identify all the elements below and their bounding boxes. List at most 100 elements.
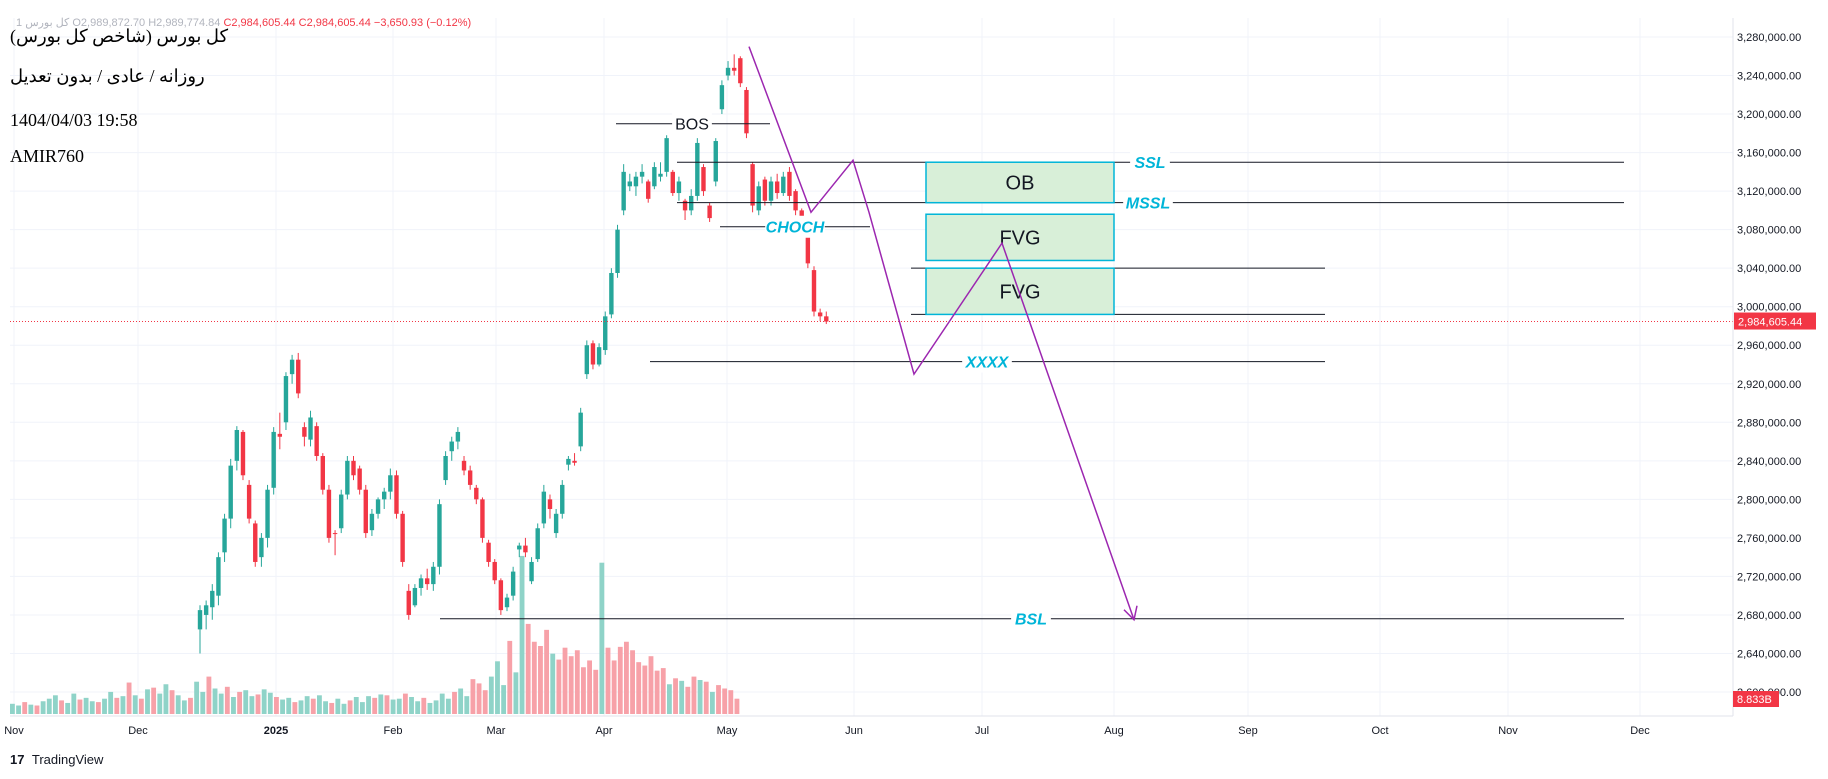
symbol-code: 1 كل بورس — [16, 17, 70, 29]
candle-body — [719, 85, 725, 110]
candle-body — [768, 181, 774, 201]
volume-bar — [353, 697, 359, 714]
volume-bar — [83, 697, 89, 714]
volume-bar — [372, 697, 378, 714]
choch-label-bg — [765, 215, 825, 238]
time-tick: Dec — [128, 725, 148, 737]
candle-body — [676, 181, 682, 194]
candle-body — [652, 167, 657, 187]
volume-bar — [445, 698, 451, 714]
volume-bar — [52, 695, 58, 714]
volume-bar — [458, 688, 464, 714]
volume-bar — [120, 696, 126, 714]
candles — [197, 54, 829, 654]
volume-bar — [89, 701, 95, 714]
candle-body — [793, 191, 798, 211]
candle-body — [670, 171, 675, 194]
time-tick: Nov — [1498, 725, 1518, 737]
volume-bar — [519, 555, 525, 714]
candle-body — [725, 67, 731, 76]
volume-bar — [138, 698, 144, 714]
candle-body — [357, 468, 362, 490]
price-tick: 2,640,000.00 — [1737, 648, 1801, 660]
volume-bar — [274, 697, 279, 714]
volume-bar — [347, 700, 353, 714]
volume-bars — [10, 555, 740, 714]
volume-bar — [310, 698, 316, 714]
volume-bar — [292, 702, 298, 714]
volume-bar — [40, 701, 46, 714]
candle-body — [682, 200, 688, 211]
volume-bar — [384, 695, 390, 714]
volume-bar — [427, 702, 433, 714]
time-tick: Jul — [975, 725, 989, 737]
candle-body — [547, 499, 553, 509]
candle-body — [474, 487, 479, 500]
candle-body — [517, 545, 522, 550]
candle-body — [578, 412, 583, 447]
volume-bar — [188, 697, 193, 714]
volume-tag — [1733, 691, 1779, 707]
time-tick: Nov — [4, 725, 24, 737]
candle-body — [265, 489, 270, 538]
volume-bar — [169, 690, 175, 714]
volume-bar — [396, 698, 402, 714]
candle-body — [731, 67, 737, 71]
time-tick: Oct — [1371, 725, 1388, 737]
candle-body — [431, 566, 436, 585]
candle-body — [824, 316, 829, 322]
volume-bar — [323, 701, 328, 714]
candle-body — [658, 173, 663, 177]
volume-bar — [59, 700, 64, 714]
candle-body — [738, 58, 743, 84]
zone-box — [925, 267, 1115, 316]
candle-body — [467, 470, 473, 485]
volume-bar — [697, 680, 703, 714]
price-tick: 2,760,000.00 — [1737, 533, 1801, 545]
candle-body — [756, 186, 761, 211]
volume-bar — [507, 640, 513, 714]
candle-body — [817, 312, 823, 317]
volume-bar — [218, 693, 224, 714]
candle-body — [253, 523, 258, 562]
subtitle: روزانه / عادى / بدون تعديل — [10, 66, 205, 86]
volume-bar — [335, 698, 341, 714]
volume-bar — [433, 700, 439, 714]
volume-bar — [16, 705, 21, 714]
bsl-label-bg — [1011, 607, 1051, 630]
volume-bar — [630, 650, 635, 714]
volume-bar — [452, 691, 457, 714]
zone-box — [925, 213, 1115, 262]
time-tick: Apr — [595, 725, 612, 737]
volume-bar — [206, 676, 212, 714]
volume-bar — [648, 656, 654, 714]
volume-bar — [556, 659, 562, 714]
candle-body — [572, 460, 577, 463]
candle-body — [296, 359, 301, 394]
candle-body — [596, 347, 602, 365]
candle-body — [609, 272, 614, 315]
candle-body — [486, 542, 491, 562]
candle-body — [633, 176, 639, 187]
candle-body — [388, 475, 393, 492]
candle-body — [646, 181, 651, 199]
volume-bar — [562, 647, 568, 714]
volume-bar — [390, 699, 396, 714]
candle-body — [695, 142, 700, 196]
volume-bar — [341, 703, 347, 714]
candle-body — [603, 316, 608, 351]
xxxx-label: XXXX — [965, 354, 1010, 371]
candle-body — [375, 499, 381, 514]
candle-body — [455, 431, 461, 442]
price-tick: 2,800,000.00 — [1737, 494, 1801, 506]
volume-bar — [531, 641, 537, 714]
volume-bar — [255, 694, 261, 714]
candle-body — [510, 571, 516, 596]
tradingview-brand[interactable]: 17 TradingView — [10, 752, 103, 767]
candle-body — [449, 441, 454, 452]
projection-path — [748, 46, 1135, 621]
ohlc-bar: 1 كل بورس O2,989,872.70 H2,989,774.84 C2… — [16, 16, 471, 29]
volume-bar — [476, 683, 482, 714]
candle-body — [750, 164, 755, 206]
